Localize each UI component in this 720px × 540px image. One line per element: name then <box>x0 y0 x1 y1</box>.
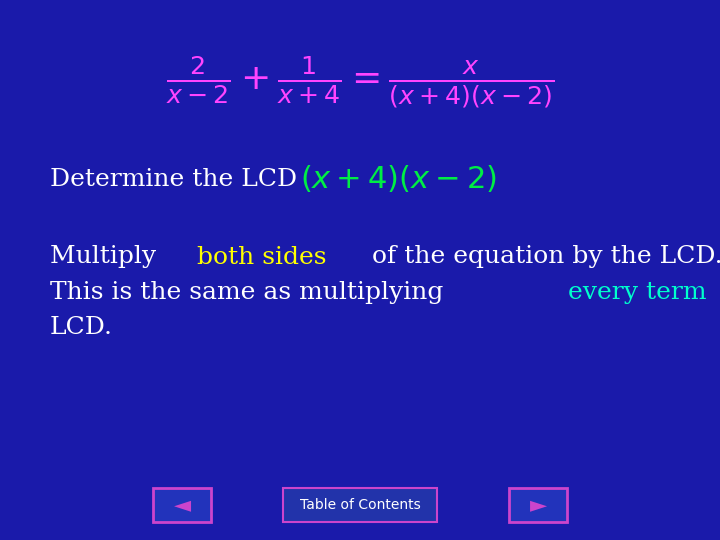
Text: both sides: both sides <box>197 246 327 268</box>
Text: of the equation by the LCD.: of the equation by the LCD. <box>364 246 720 268</box>
Text: Determine the LCD: Determine the LCD <box>50 168 297 192</box>
Text: Table of Contents: Table of Contents <box>300 498 420 512</box>
Text: Multiply: Multiply <box>50 246 164 268</box>
Text: ◄: ◄ <box>174 495 191 515</box>
Text: ►: ► <box>529 495 546 515</box>
FancyBboxPatch shape <box>283 488 437 522</box>
FancyBboxPatch shape <box>509 488 567 522</box>
Text: LCD.: LCD. <box>50 315 113 339</box>
FancyBboxPatch shape <box>153 488 211 522</box>
Text: $\frac{2}{x-2}+\frac{1}{x+4}=\frac{x}{(x+4)(x-2)}$: $\frac{2}{x-2}+\frac{1}{x+4}=\frac{x}{(x… <box>166 54 554 110</box>
Text: every term: every term <box>568 280 706 303</box>
Text: $(x+4)(x-2)$: $(x+4)(x-2)$ <box>300 165 497 195</box>
Text: This is the same as multiplying: This is the same as multiplying <box>50 280 451 303</box>
